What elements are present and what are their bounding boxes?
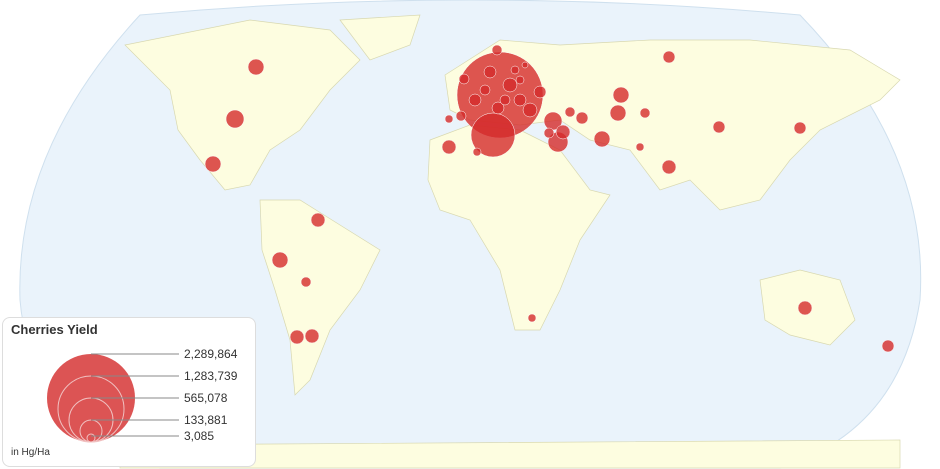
legend-value: 565,078: [184, 391, 228, 405]
country-bubble[interactable]: [881, 339, 895, 353]
country-bubble[interactable]: [593, 130, 611, 148]
country-bubble[interactable]: [483, 65, 497, 79]
country-bubble[interactable]: [455, 110, 467, 122]
legend-bubbles: [47, 353, 179, 443]
country-bubble[interactable]: [522, 102, 538, 118]
country-bubble[interactable]: [510, 65, 520, 75]
legend-value: 1,283,739: [184, 369, 238, 383]
country-bubble[interactable]: [310, 212, 326, 228]
country-bubble[interactable]: [479, 84, 491, 96]
legend-unit: in Hg/Ha: [11, 447, 50, 458]
country-bubble[interactable]: [470, 112, 516, 158]
country-bubble[interactable]: [271, 251, 289, 269]
country-bubble[interactable]: [472, 147, 482, 157]
country-bubble[interactable]: [635, 142, 645, 152]
country-bubble[interactable]: [304, 328, 320, 344]
country-bubble[interactable]: [491, 101, 505, 115]
country-bubble[interactable]: [441, 139, 457, 155]
country-bubble[interactable]: [533, 85, 547, 99]
country-bubble[interactable]: [289, 329, 305, 345]
legend-value: 2,289,864: [184, 347, 238, 361]
country-bubble[interactable]: [575, 111, 589, 125]
country-bubble[interactable]: [555, 124, 571, 140]
country-bubble[interactable]: [612, 86, 630, 104]
country-bubble[interactable]: [662, 50, 676, 64]
country-bubble[interactable]: [712, 120, 726, 134]
country-bubble[interactable]: [543, 127, 555, 139]
country-bubble[interactable]: [491, 44, 503, 56]
country-bubble[interactable]: [793, 121, 807, 135]
country-bubble[interactable]: [499, 94, 511, 106]
country-bubble[interactable]: [444, 114, 454, 124]
country-bubble[interactable]: [225, 109, 245, 129]
country-bubble[interactable]: [513, 93, 527, 107]
country-bubble[interactable]: [204, 155, 222, 173]
legend-value: 133,881: [184, 413, 228, 427]
country-bubble[interactable]: [639, 107, 651, 119]
country-bubble[interactable]: [502, 77, 518, 93]
country-bubble[interactable]: [564, 106, 576, 118]
country-bubble[interactable]: [521, 61, 529, 69]
legend-title: Cherries Yield: [11, 322, 98, 337]
country-bubble[interactable]: [661, 159, 677, 175]
country-bubble[interactable]: [515, 75, 525, 85]
country-bubble[interactable]: [458, 73, 470, 85]
country-bubble[interactable]: [527, 313, 537, 323]
country-bubble[interactable]: [797, 300, 813, 316]
country-bubble[interactable]: [247, 58, 265, 76]
legend: Cherries Yield 2,289,864 1,283,739 565,0…: [2, 317, 256, 467]
country-bubble[interactable]: [468, 93, 482, 107]
country-bubble[interactable]: [300, 276, 312, 288]
legend-value: 3,085: [184, 429, 215, 443]
country-bubble[interactable]: [609, 104, 627, 122]
